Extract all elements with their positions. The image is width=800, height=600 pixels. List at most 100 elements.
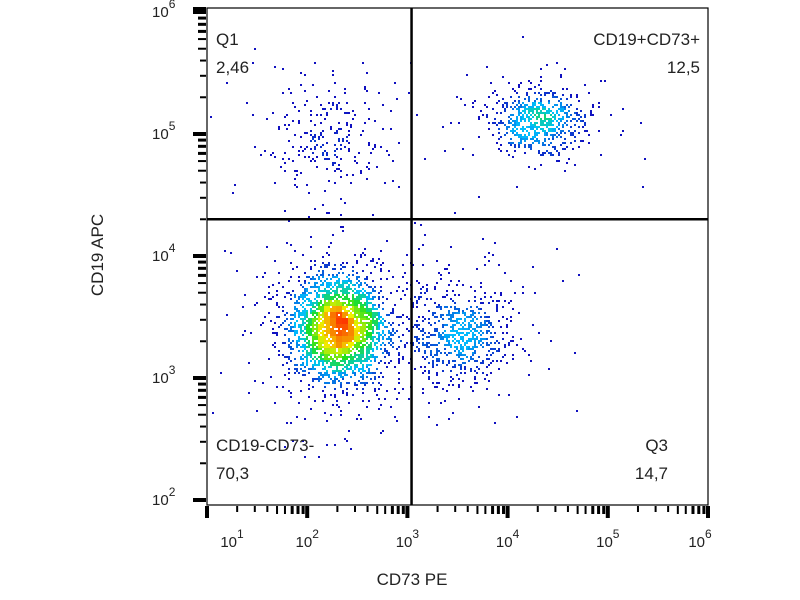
event-dot [538,106,540,108]
event-dot [470,306,472,308]
x-minor-tick [366,506,369,512]
event-dot [508,120,510,122]
event-dot [550,128,552,130]
event-dot [334,290,336,292]
event-dot [420,330,422,332]
event-dot [384,398,386,400]
x-minor-tick [476,506,479,514]
y-minor-tick [200,425,206,428]
event-dot [462,350,464,352]
event-dot [364,302,366,304]
event-dot [562,148,564,150]
event-dot [350,358,352,360]
event-dot [468,346,470,348]
event-dot [336,298,338,300]
event-dot [358,340,360,342]
event-dot [366,296,368,298]
event-dot [316,312,318,314]
event-dot [262,276,264,278]
event-dot [322,136,324,138]
event-dot [340,310,342,312]
event-dot [288,356,290,358]
event-dot [354,334,356,336]
event-dot [350,332,352,334]
event-dot [330,282,332,284]
event-dot [378,258,380,260]
event-dot [340,360,342,362]
event-dot [364,296,366,298]
event-dot [348,344,350,346]
event-dot [366,358,368,360]
event-dot [332,372,334,374]
event-dot [336,308,338,310]
event-dot [354,306,356,308]
event-dot [344,354,346,356]
event-dot [462,338,464,340]
event-dot [322,342,324,344]
event-dot [476,346,478,348]
event-dot [324,302,326,304]
event-dot [326,312,328,314]
event-dot [352,342,354,344]
event-dot [472,334,474,336]
event-dot [348,328,350,330]
event-dot [450,316,452,318]
event-dot [250,332,252,334]
event-dot [294,178,296,180]
event-dot [550,130,552,132]
event-dot [580,116,582,118]
event-dot [366,316,368,318]
event-dot [324,158,326,160]
event-dot [320,122,322,124]
event-dot [524,128,526,130]
event-dot [296,344,298,346]
event-dot [498,138,500,140]
event-dot [306,330,308,332]
y-minor-tick [198,282,206,285]
event-dot [520,128,522,130]
y-minor-tick [198,22,206,26]
event-dot [426,342,428,344]
event-dot [512,102,514,104]
event-dot [342,286,344,288]
event-dot [328,324,330,326]
event-dot [302,312,304,314]
event-dot [560,120,562,122]
event-dot [510,130,512,132]
event-dot [350,312,352,314]
event-dot [432,360,434,362]
event-dot [304,366,306,368]
event-dot [346,340,348,342]
event-dot [320,346,322,348]
event-dot [512,128,514,130]
event-dot [522,102,524,104]
event-dot [360,342,362,344]
event-dot [428,402,430,404]
event-dot [306,276,308,278]
event-dot [304,90,306,92]
event-dot [490,342,492,344]
event-dot [312,350,314,352]
event-dot [348,350,350,352]
event-dot [332,404,334,406]
event-dot [454,364,456,366]
event-dot [540,104,542,106]
event-dot [422,264,424,266]
event-dot [342,334,344,336]
event-dot [390,334,392,336]
x-tick-label: 104 [495,527,520,551]
event-dot [298,310,300,312]
event-dot [282,68,284,70]
event-dot [490,82,492,84]
event-dot [432,312,434,314]
event-dot [456,346,458,348]
event-dot [230,252,232,254]
event-dot [302,296,304,298]
event-dot [550,114,552,116]
event-dot [348,430,350,432]
event-dot [336,280,338,282]
event-dot [462,362,464,364]
event-dot [400,316,402,318]
event-dot [348,288,350,290]
event-dot [308,368,310,370]
